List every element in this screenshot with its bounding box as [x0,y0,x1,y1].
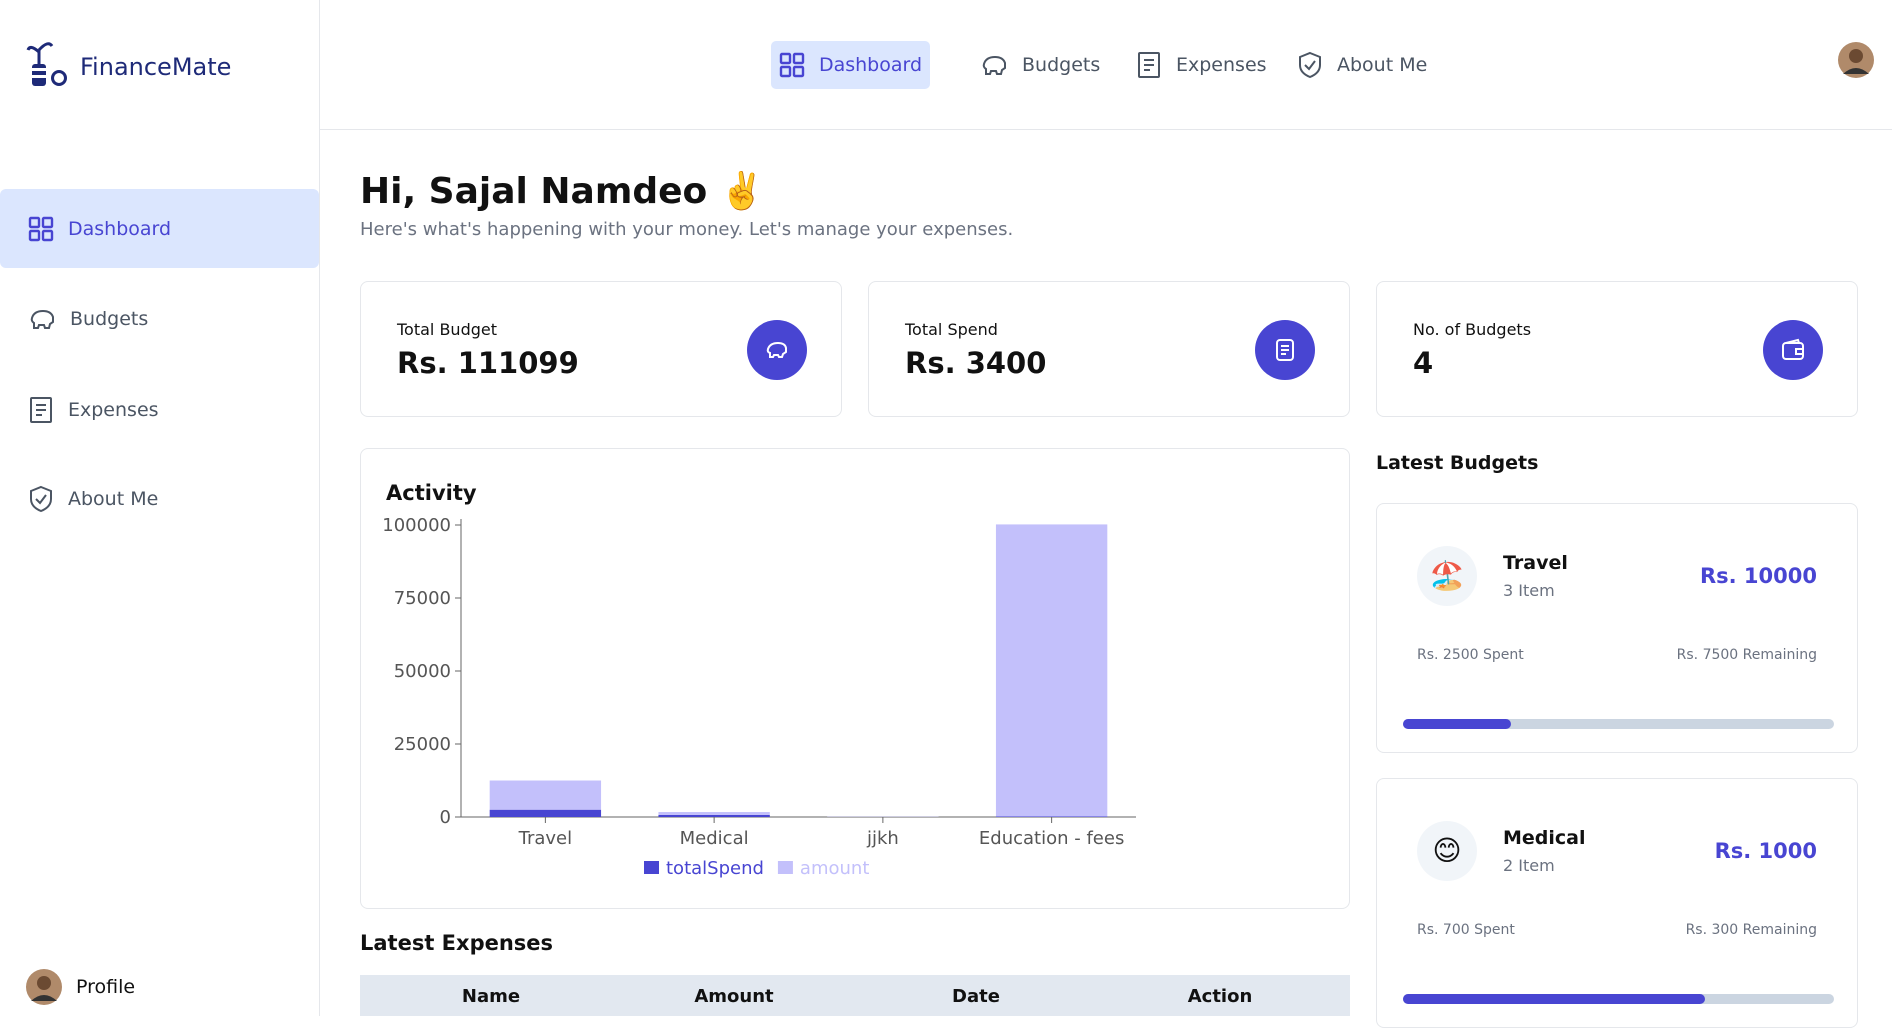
bar [490,810,601,817]
stat-value: 4 [1413,346,1433,380]
budget-icon: 😊 [1417,821,1477,881]
top-bar: Dashboard Budgets Expenses About Me [320,0,1892,130]
y-tick-label: 0 [440,807,451,828]
logo-icon [26,40,72,88]
budget-icon: 🏖️ [1417,546,1477,606]
label: Expenses [68,399,159,421]
stat-icon [1255,320,1315,380]
budget-amount: Rs. 1000 [1715,839,1817,863]
stat-label: Total Spend [905,320,998,339]
column-header: Date [876,986,1076,1007]
section-title: Latest Expenses [360,931,553,955]
icon [28,396,54,424]
icon [980,52,1008,78]
progress-track [1403,719,1834,729]
icon [28,485,54,513]
y-tick-label: 25000 [394,734,451,755]
sidebar-item[interactable]: Expenses [28,396,159,424]
bar [658,815,769,817]
stat-label: Total Budget [397,320,497,339]
stat-card: No. of Budgets 4 [1376,281,1858,417]
bar [996,816,1107,817]
avatar[interactable] [1838,42,1874,78]
sidebar-item[interactable]: About Me [28,485,158,513]
progress-bar [1403,994,1705,1004]
legend-swatch [778,861,793,874]
top-nav-item[interactable]: Dashboard [771,41,930,89]
icon [1297,51,1323,79]
label: About Me [68,488,158,510]
stat-card: Total Spend Rs. 3400 [868,281,1350,417]
icon [28,216,54,242]
budget-amount: Rs. 10000 [1700,564,1817,588]
icon [779,52,805,78]
brand: FinanceMate [80,53,231,81]
x-tick-label: Medical [680,828,749,849]
budget-name: Travel [1503,552,1568,574]
budget-remaining: Rs. 300 Remaining [1686,922,1817,938]
greeting-subtitle: Here's what's happening with your money.… [360,219,1013,240]
icon [1270,335,1330,395]
progress-track [1403,994,1834,1004]
y-tick-label: 100000 [382,515,451,536]
avatar [26,969,62,1005]
budget-remaining: Rs. 7500 Remaining [1677,647,1817,663]
bar [490,781,601,810]
stat-icon [1763,320,1823,380]
legend-swatch [644,861,659,874]
budget-name: Medical [1503,827,1586,849]
x-tick-label: Travel [518,828,573,849]
profile-link[interactable]: Profile [26,969,135,1005]
bar [658,812,769,815]
progress-bar [1403,719,1511,729]
stat-icon [747,320,807,380]
top-nav-item[interactable]: Budgets [980,52,1100,78]
budget-items: 2 Item [1503,856,1555,875]
budget-spent: Rs. 700 Spent [1417,922,1515,938]
icon [1778,335,1838,395]
label: Dashboard [819,54,922,76]
budget-card[interactable]: 🏖️ Travel 3 Item Rs. 10000 Rs. 2500 Spent Rs.… [1376,503,1858,753]
x-tick-label: Education - fees [979,828,1124,849]
label: Profile [76,976,135,998]
budget-card[interactable]: 😊 Medical 2 Item Rs. 1000 Rs. 700 Spent Rs. 3… [1376,778,1858,1028]
budget-spent: Rs. 2500 Spent [1417,647,1524,663]
stat-value: Rs. 3400 [905,346,1046,380]
y-tick-label: 50000 [394,661,451,682]
label: Budgets [1022,54,1100,76]
label: Budgets [70,308,148,330]
top-nav-item[interactable]: Expenses [1136,51,1267,79]
icon [1136,51,1162,79]
chart: 0 25000 50000 75000 100000 Travel Medical jjkh E… [361,449,1349,908]
greeting-title: Hi, Sajal Namdeo ✌️ [360,170,765,212]
label: Dashboard [68,218,171,240]
section-title: Latest Budgets [1376,452,1538,474]
sidebar-item[interactable]: Budgets [28,306,148,332]
icon [762,335,822,395]
top-nav-item[interactable]: About Me [1297,51,1427,79]
column-header: Name [391,986,591,1007]
bar [996,524,1107,816]
stat-value: Rs. 111099 [397,346,579,380]
x-tick-label: jjkh [866,828,899,849]
sidebar-item[interactable]: Dashboard [28,216,171,242]
budget-items: 3 Item [1503,581,1555,600]
stat-card: Total Budget Rs. 111099 [360,281,842,417]
icon [28,306,56,332]
legend-label: amount [800,858,869,879]
sidebar: FinanceMate Dashboard Budgets Expenses A… [0,0,320,1016]
legend-label: totalSpend [666,858,764,879]
y-tick-label: 75000 [394,588,451,609]
label: About Me [1337,54,1427,76]
label: Expenses [1176,54,1267,76]
stat-label: No. of Budgets [1413,320,1531,339]
column-header: Amount [634,986,834,1007]
column-header: Action [1120,986,1320,1007]
